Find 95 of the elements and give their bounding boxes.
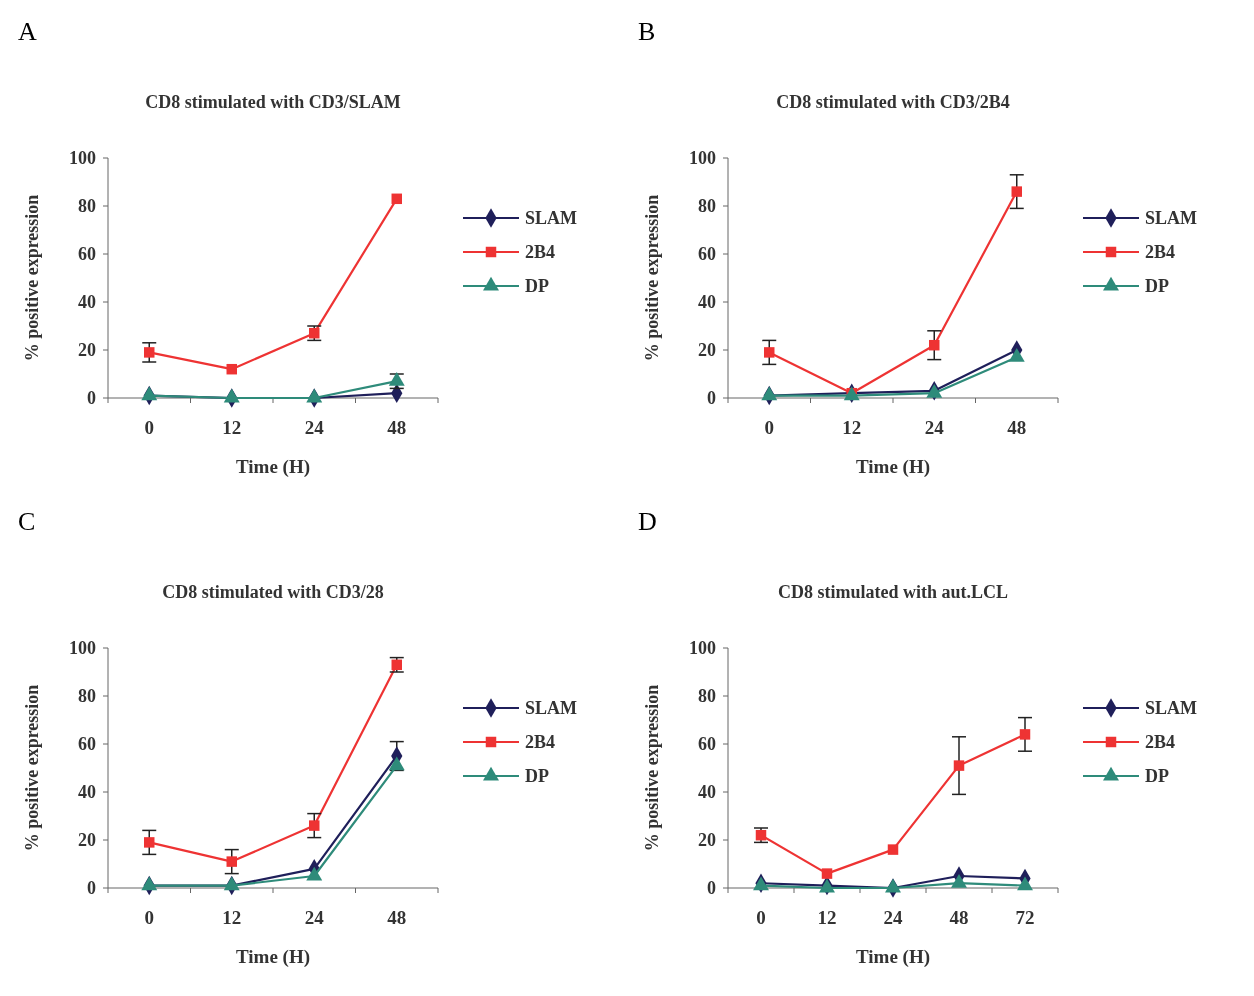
y-tick-label: 80 [698, 196, 716, 217]
point [953, 760, 965, 771]
text: B [638, 17, 656, 46]
x-tick-label: 0 [764, 417, 774, 438]
legend-label: 2B4 [1145, 732, 1176, 753]
y-tick-label: 20 [698, 340, 716, 361]
y-tick-label: 40 [78, 782, 96, 803]
point [1019, 729, 1031, 740]
y-tick-label: 80 [698, 686, 716, 707]
x-tick-label: 24 [304, 907, 325, 928]
x-axis-title: Time (H) [235, 456, 311, 478]
y-tick-label: 20 [78, 340, 96, 361]
y-tick-label: 20 [698, 830, 716, 851]
y-tick-label: 0 [707, 388, 716, 409]
y-axis-title: % positive expression [22, 194, 42, 362]
legend-label: DP [1145, 766, 1169, 787]
legend-label: 2B4 [1145, 242, 1176, 263]
y-tick-label: 40 [698, 782, 716, 803]
legend-label: DP [525, 766, 549, 787]
point [388, 756, 405, 771]
legend-label: SLAM [1145, 698, 1198, 719]
y-tick-label: 0 [707, 878, 716, 899]
y-axis-title: % positive expression [642, 684, 662, 852]
x-tick-label: 0 [144, 907, 154, 928]
x-tick-label: 48 [1007, 417, 1027, 438]
x-tick-label: 24 [924, 417, 945, 438]
point [761, 386, 778, 401]
legend-label: SLAM [1145, 208, 1198, 229]
point [141, 386, 158, 401]
legend-label: SLAM [525, 208, 578, 229]
point [821, 868, 833, 879]
x-tick-label: 24 [304, 417, 325, 438]
x-axis-title: Time (H) [235, 946, 311, 968]
x-tick-label: 72 [1015, 907, 1035, 928]
chart-title: CD8 stimulated with aut.LCL [777, 582, 1009, 602]
y-axis-title: % positive expression [642, 194, 662, 362]
x-axis-title: Time (H) [855, 946, 931, 968]
x-tick-label: 12 [222, 907, 242, 928]
point [226, 856, 237, 867]
point [309, 820, 320, 831]
point [1008, 348, 1025, 362]
y-tick-label: 80 [78, 686, 96, 707]
chart-title: CD8 stimulated with CD3/2B4 [776, 92, 1010, 112]
y-tick-label: 60 [78, 734, 96, 755]
y-tick-label: 100 [689, 638, 716, 659]
point [223, 388, 240, 403]
point [141, 876, 158, 891]
x-tick-label: 24 [883, 907, 903, 928]
point [144, 837, 155, 848]
x-tick-label: 48 [387, 417, 407, 438]
y-tick-label: 60 [78, 244, 96, 265]
y-tick-label: 100 [689, 148, 716, 169]
point [388, 372, 405, 386]
point [929, 339, 940, 351]
y-tick-label: 0 [87, 388, 96, 409]
y-axis-title: % positive expression [22, 684, 42, 852]
legend-label: SLAM [525, 698, 578, 719]
point [306, 388, 323, 403]
y-tick-label: 0 [87, 878, 96, 899]
y-tick-label: 60 [698, 244, 716, 265]
legend-label: DP [525, 276, 549, 297]
chart-title: CD8 stimulated with CD3/28 [162, 582, 384, 602]
point [887, 844, 899, 855]
y-tick-label: 60 [698, 734, 716, 755]
y-tick-label: 80 [78, 196, 96, 217]
legend-label: 2B4 [525, 242, 556, 263]
x-tick-label: 12 [817, 907, 837, 928]
text: C [18, 507, 36, 536]
text: A [18, 17, 37, 46]
x-tick-label: 12 [842, 417, 862, 438]
point [391, 193, 402, 205]
y-tick-label: 20 [78, 830, 96, 851]
point [951, 874, 967, 888]
x-tick-label: 48 [949, 907, 969, 928]
legend-label: DP [1145, 276, 1169, 297]
point [306, 866, 323, 881]
x-axis-title: Time (H) [855, 456, 931, 478]
point [223, 876, 240, 891]
point [226, 363, 237, 375]
y-tick-label: 40 [78, 292, 96, 313]
legend-label: 2B4 [525, 732, 556, 753]
point [885, 878, 901, 893]
y-tick-label: 100 [69, 638, 96, 659]
x-tick-label: 12 [222, 417, 242, 438]
point [1011, 186, 1022, 197]
point [144, 347, 155, 358]
point [764, 347, 775, 358]
x-tick-label: 0 [756, 907, 766, 928]
point [1017, 876, 1033, 891]
y-tick-label: 40 [698, 292, 716, 313]
chart-title: CD8 stimulated with CD3/SLAM [145, 92, 401, 112]
text: D [638, 507, 657, 536]
x-tick-label: 0 [144, 417, 154, 438]
y-tick-label: 100 [69, 148, 96, 169]
x-tick-label: 48 [387, 907, 407, 928]
